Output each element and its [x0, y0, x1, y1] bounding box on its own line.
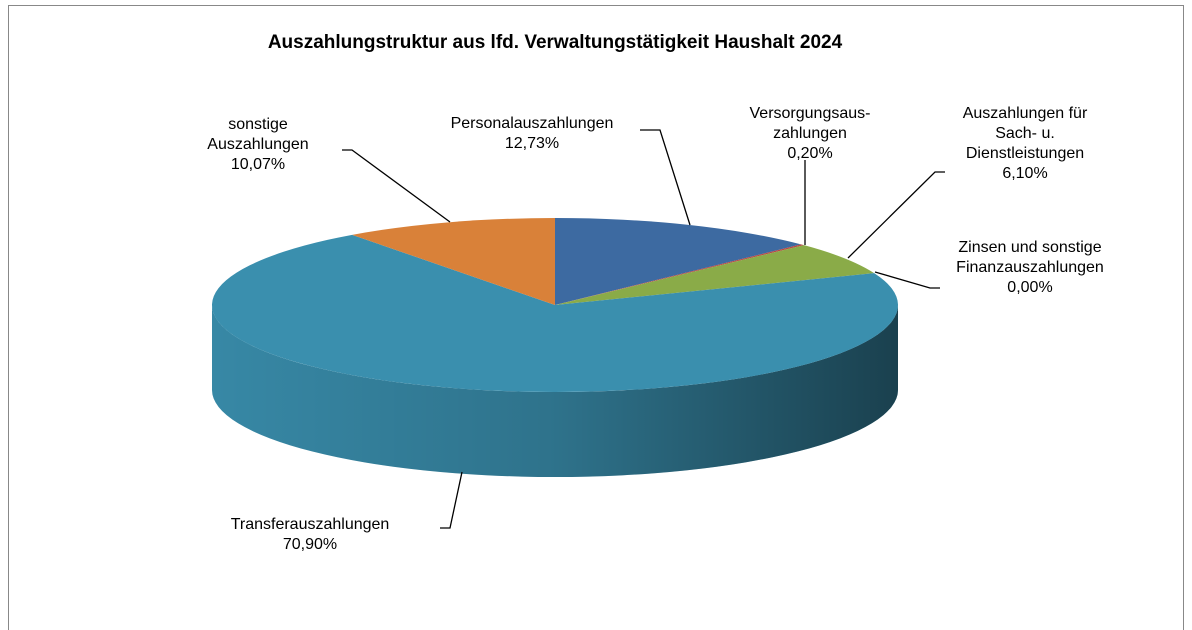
data-label: Personalauszahlungen 12,73% — [451, 114, 614, 154]
leader-line — [342, 149, 451, 223]
slice-name: Auszahlungen für Sach- u. Dienstleistung… — [962, 105, 1088, 162]
slice-name: Transferauszahlungen — [230, 516, 390, 533]
data-label: Zinsen und sonstige Finanzauszahlungen 0,… — [956, 238, 1104, 298]
chart-title: Auszahlungstruktur aus lfd. Verwaltungst… — [267, 32, 843, 53]
pie-side-shade — [212, 305, 898, 477]
pie-slice — [352, 218, 555, 305]
pie-slice — [555, 245, 875, 305]
slice-value: 10,07% — [230, 156, 286, 173]
slice-name: Versorgungsaus- zahlungen — [749, 105, 871, 142]
data-label: sonstige Auszahlungen 10,07% — [207, 115, 308, 175]
frame — [8, 5, 1184, 630]
pie-sides — [212, 305, 898, 477]
leader-line — [874, 271, 940, 289]
leader-line — [440, 471, 463, 529]
data-label: Versorgungsaus- zahlungen 0,20% — [750, 104, 871, 164]
slice-value: 70,90% — [282, 536, 338, 553]
slice-value: 6,10% — [1002, 165, 1048, 182]
leader-line — [847, 171, 945, 259]
pie-slice — [555, 217, 802, 305]
slice-name: Personalauszahlungen — [450, 115, 614, 132]
slice-value: 0,00% — [1007, 279, 1053, 296]
data-label: Transferauszahlungen 70,90% — [231, 515, 390, 555]
leader-line — [640, 129, 691, 226]
slice-name: sonstige Auszahlungen — [207, 116, 309, 153]
data-label: Auszahlungen für Sach- u. Dienstleistung… — [963, 104, 1088, 184]
slice-value: 0,20% — [787, 145, 833, 162]
slice-value: 12,73% — [504, 135, 560, 152]
pie-slice — [555, 244, 805, 305]
pie-slice — [211, 234, 898, 392]
slice-name: Zinsen und sonstige Finanzauszahlungen — [956, 239, 1104, 276]
